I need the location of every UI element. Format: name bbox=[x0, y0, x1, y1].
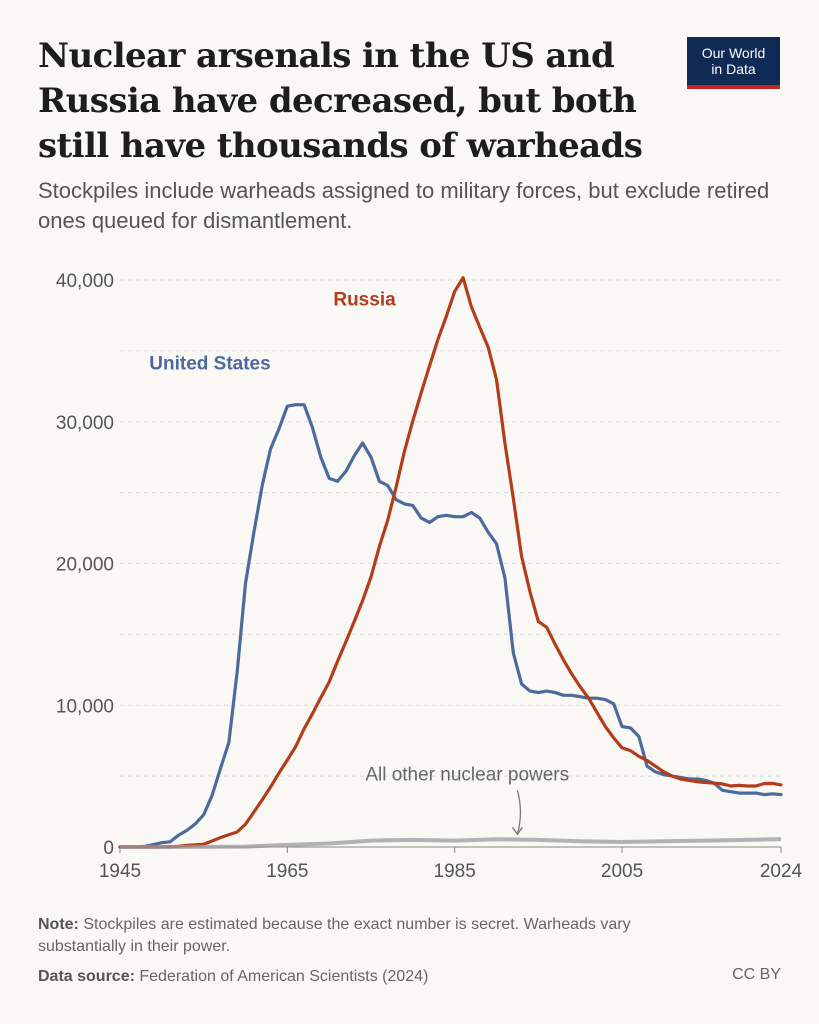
x-tick-label: 1965 bbox=[266, 861, 308, 882]
x-tick-label: 1985 bbox=[434, 861, 476, 882]
source-label: Data source: bbox=[38, 968, 135, 985]
logo-line-2: in Data bbox=[711, 61, 756, 77]
x-axis-ticks: 1945 1965 1985 2005 2024 bbox=[99, 847, 803, 882]
x-tick-label: 2024 bbox=[760, 861, 803, 882]
series-label-russia: Russia bbox=[333, 290, 396, 311]
y-tick-label: 0 bbox=[103, 838, 114, 859]
series-line-others bbox=[120, 837, 782, 849]
y-axis-ticks: 0 10,000 20,000 30,000 40,000 bbox=[56, 271, 114, 859]
series-label-united-states: United States bbox=[149, 353, 270, 374]
annotation-group: All other nuclear powers bbox=[365, 764, 569, 836]
chart-title: Nuclear arsenals in the US and Russia ha… bbox=[38, 36, 643, 166]
note-text: Stockpiles are estimated because the exa… bbox=[38, 916, 631, 955]
line-chart: 0 10,000 20,000 30,000 40,000 1945 1965 1985 20… bbox=[56, 271, 803, 882]
y-tick-label: 30,000 bbox=[56, 413, 114, 434]
owid-logo[interactable]: Our World in Data bbox=[687, 37, 780, 89]
x-tick-label: 1945 bbox=[99, 861, 141, 882]
note-label: Note: bbox=[38, 916, 79, 933]
annotation-label: All other nuclear powers bbox=[365, 764, 569, 785]
y-tick-label: 10,000 bbox=[56, 696, 114, 717]
logo-line-1: Our World bbox=[701, 45, 766, 61]
annotation-arrowhead bbox=[511, 826, 523, 836]
license-link[interactable]: CC BY bbox=[732, 966, 781, 983]
source-text: Federation of American Scientists (2024) bbox=[139, 968, 429, 985]
note: Note: Stockpiles are estimated because t… bbox=[38, 914, 678, 958]
series-lines bbox=[118, 276, 783, 849]
x-tick-label: 2005 bbox=[601, 861, 643, 882]
series-labels: United States Russia bbox=[149, 290, 396, 375]
annotation-arrow bbox=[516, 790, 522, 835]
y-tick-label: 40,000 bbox=[56, 271, 114, 292]
series-line-russia bbox=[118, 276, 783, 849]
y-tick-label: 20,000 bbox=[56, 555, 114, 576]
data-source: Data source: Federation of American Scie… bbox=[38, 966, 428, 988]
chart-subtitle: Stockpiles include warheads assigned to … bbox=[38, 178, 770, 233]
